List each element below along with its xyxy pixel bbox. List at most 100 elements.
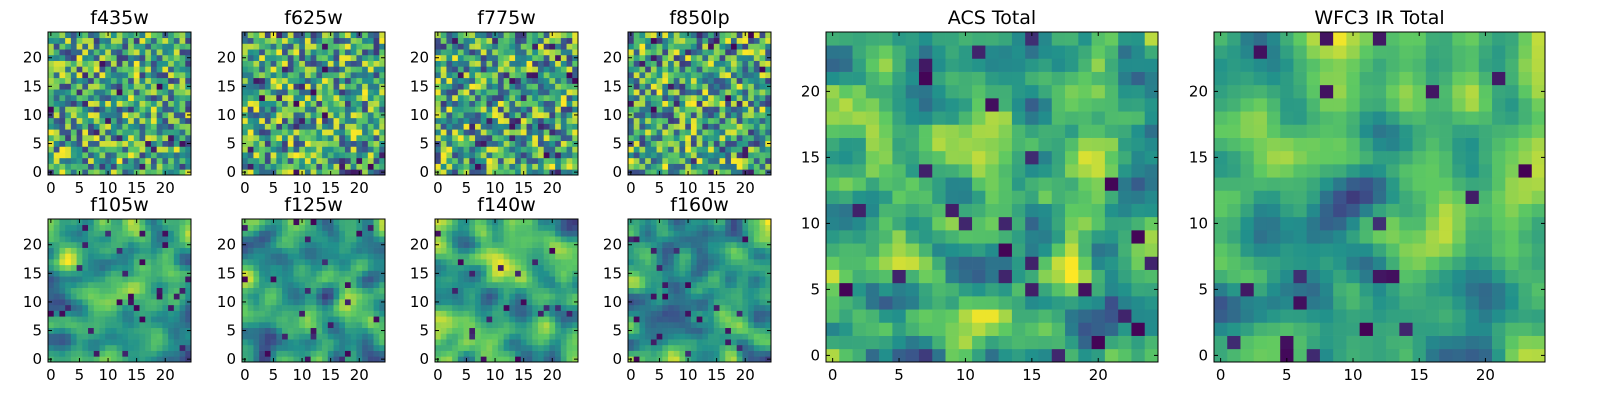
heatmap-cell (446, 32, 453, 39)
heatmap-cell (560, 270, 567, 277)
heatmap-cell (668, 152, 675, 159)
heatmap-cell (185, 134, 192, 142)
heatmap-cell (299, 236, 306, 243)
heatmap-cell (150, 259, 158, 266)
heatmap-cell (673, 293, 680, 300)
heatmap-cell (105, 112, 112, 119)
heatmap-cell (350, 117, 357, 124)
heatmap-cell (759, 37, 766, 44)
heatmap-cell (696, 293, 703, 300)
heatmap-cell (696, 333, 703, 340)
heatmap-cell (690, 339, 697, 346)
heatmap-cell (362, 123, 369, 130)
heatmap-cell (316, 219, 323, 226)
heatmap-cell (168, 100, 175, 107)
heatmap-cell (497, 140, 504, 147)
heatmap-cell (753, 344, 760, 351)
y-tick-label: 0 (226, 350, 236, 368)
heatmap-cell (452, 152, 459, 159)
heatmap-cell (668, 321, 675, 329)
heatmap-cell (572, 264, 579, 271)
heatmap-cell (282, 32, 289, 39)
heatmap-cell (452, 129, 459, 136)
heatmap-cell (293, 276, 300, 283)
heatmap-cell (264, 152, 271, 159)
heatmap-cell (497, 83, 504, 90)
heatmap-cell (748, 83, 755, 90)
heatmap-cell (639, 270, 646, 277)
heatmap-cell (650, 157, 657, 164)
heatmap-cell (264, 339, 271, 346)
heatmap-cell (560, 72, 567, 79)
heatmap-cell (520, 89, 527, 96)
heatmap-cell (110, 224, 117, 231)
heatmap-cell (628, 72, 635, 79)
heatmap-cell (736, 66, 743, 73)
heatmap-cell (633, 94, 640, 101)
heatmap-cell (88, 123, 95, 130)
heatmap-cell (350, 236, 357, 243)
heatmap-cell (742, 293, 749, 300)
heatmap-cell (116, 327, 123, 334)
heatmap-cell (270, 152, 277, 159)
heatmap-cell (53, 333, 60, 340)
heatmap-cell (156, 241, 163, 248)
heatmap-cell (76, 247, 83, 254)
heatmap-cell (639, 299, 646, 306)
heatmap-cell (276, 72, 283, 79)
heatmap-cell (282, 134, 289, 142)
heatmap-cell (560, 123, 567, 130)
heatmap-cell (753, 43, 760, 50)
heatmap-cell (287, 241, 294, 248)
heatmap-cell (247, 134, 254, 142)
heatmap-cell (656, 333, 663, 340)
heatmap-cell (310, 83, 317, 90)
heatmap-cell (656, 316, 663, 323)
heatmap-cell (719, 32, 726, 39)
heatmap-cell (247, 94, 254, 101)
heatmap-cell (99, 152, 106, 159)
heatmap-cell (53, 264, 60, 271)
heatmap-cell (316, 140, 323, 147)
heatmap-cell (373, 241, 380, 248)
heatmap-cell (339, 43, 346, 50)
heatmap-cell (713, 316, 720, 323)
heatmap-cell (497, 321, 504, 329)
heatmap-cell (532, 281, 539, 288)
heatmap-cell (549, 117, 556, 124)
heatmap-cell (543, 327, 550, 334)
heatmap-cell (88, 43, 95, 50)
heatmap-cell (457, 299, 464, 306)
heatmap-cell (110, 140, 117, 147)
heatmap-cell (99, 140, 106, 147)
heatmap-cell (344, 287, 352, 294)
heatmap-cell (503, 140, 510, 147)
heatmap-cell (532, 94, 539, 101)
heatmap-cell (276, 293, 283, 300)
heatmap-cell (668, 333, 675, 340)
heatmap-cell (299, 350, 306, 357)
heatmap-cell (532, 253, 539, 260)
heatmap-cell (128, 157, 135, 164)
heatmap-cell (690, 49, 697, 56)
heatmap-cell (344, 66, 352, 73)
heatmap-cell (679, 37, 686, 44)
heatmap-cell (628, 117, 635, 124)
heatmap-cell (356, 316, 363, 323)
heatmap-cell (566, 310, 573, 317)
heatmap-cell (282, 241, 289, 248)
heatmap-cell (356, 112, 363, 119)
heatmap-cell (457, 83, 464, 90)
heatmap-cell (128, 72, 135, 79)
heatmap-cell (299, 276, 306, 283)
heatmap-cell (650, 276, 657, 283)
heatmap-cell (339, 117, 346, 124)
heatmap-cell (480, 327, 487, 334)
heatmap-cell (88, 112, 95, 119)
heatmap-cell (362, 270, 369, 277)
heatmap-cell (270, 224, 277, 231)
heatmap-cell (628, 94, 635, 101)
heatmap-cell (293, 106, 300, 113)
heatmap-cell (679, 304, 686, 311)
heatmap-cell (543, 247, 550, 254)
